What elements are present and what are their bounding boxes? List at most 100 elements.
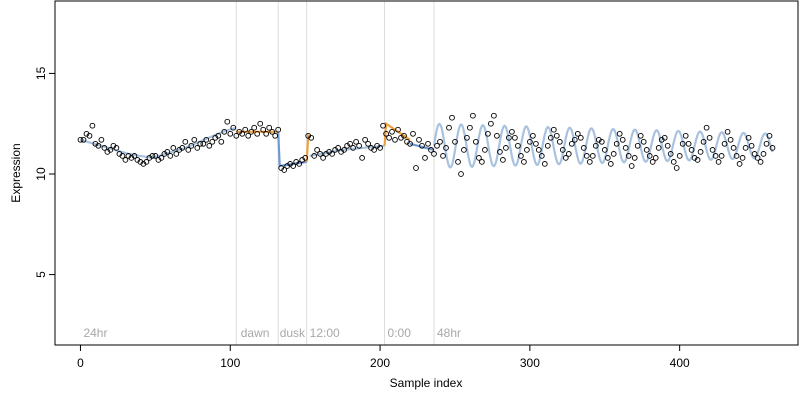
data-point: [80, 136, 87, 143]
data-point: [476, 155, 482, 161]
data-point: [754, 155, 761, 161]
data-point: [530, 132, 536, 139]
data-point: [437, 138, 443, 145]
data-point: [533, 140, 539, 147]
data-point: [383, 130, 389, 137]
annotation-label: dawn: [241, 326, 270, 340]
data-point: [673, 165, 680, 171]
annotation-label: 0:00: [388, 326, 412, 340]
data-point: [706, 134, 713, 141]
plot-frame: [54, 0, 799, 346]
data-point: [559, 147, 566, 153]
data-point: [763, 140, 770, 147]
y-axis: 5 10 15: [34, 66, 55, 278]
data-point: [230, 124, 237, 131]
data-point: [335, 145, 341, 151]
data-point: [380, 122, 386, 129]
data-point: [730, 145, 737, 151]
data-point: [703, 124, 710, 131]
data-points: [77, 112, 776, 177]
data-point: [535, 147, 542, 153]
data-point: [574, 130, 581, 137]
data-point: [565, 151, 572, 157]
data-point: [221, 128, 228, 135]
data-point: [712, 153, 719, 159]
data-point: [182, 138, 189, 145]
data-point: [506, 134, 512, 141]
x-axis: 0 100 200 300 400: [77, 345, 690, 370]
data-point: [682, 132, 689, 139]
data-point: [101, 145, 108, 151]
data-point: [269, 128, 276, 135]
data-point: [188, 142, 195, 149]
data-point: [98, 136, 105, 143]
data-point: [86, 132, 93, 139]
data-point: [257, 120, 264, 127]
vertical-event-lines: [235, 1, 435, 345]
data-point: [200, 140, 207, 147]
data-point: [458, 171, 464, 177]
data-point: [401, 132, 407, 139]
data-point: [263, 130, 270, 137]
data-point: [736, 161, 743, 167]
data-point: [748, 142, 755, 149]
data-point: [769, 145, 776, 151]
data-point: [227, 130, 234, 137]
data-point: [413, 165, 419, 171]
data-point: [628, 163, 635, 169]
fit-segment-6: [409, 142, 435, 151]
data-point: [640, 138, 647, 145]
data-point: [158, 155, 165, 161]
data-point: [524, 147, 530, 153]
data-point: [556, 138, 563, 145]
data-point: [194, 145, 201, 151]
data-point: [197, 140, 204, 147]
data-point: [670, 159, 677, 165]
y-axis-title: Expression: [9, 143, 23, 202]
data-point: [290, 163, 297, 169]
data-point: [347, 140, 353, 147]
x-tick-label: 400: [670, 356, 690, 370]
data-point: [607, 161, 614, 167]
data-point: [464, 134, 470, 141]
fit-segment-2: [277, 131, 307, 168]
data-point: [329, 151, 335, 157]
data-point: [625, 153, 632, 159]
data-point: [455, 159, 461, 165]
data-point: [652, 155, 659, 161]
x-axis-title: Sample index: [390, 376, 463, 390]
data-point: [248, 128, 255, 135]
data-point: [449, 114, 455, 121]
data-point: [760, 151, 767, 157]
data-point: [509, 128, 515, 135]
x-tick-label: 0: [77, 356, 84, 370]
data-point: [616, 130, 623, 137]
data-point: [553, 132, 560, 139]
data-point: [592, 142, 599, 149]
data-point: [131, 153, 138, 159]
data-point: [598, 138, 605, 145]
fit-periodic: [432, 122, 774, 169]
data-point: [410, 130, 416, 137]
data-point: [389, 128, 395, 135]
data-point: [497, 149, 503, 155]
data-point: [742, 145, 749, 151]
data-point: [637, 132, 644, 139]
data-point: [164, 149, 171, 155]
data-point: [700, 138, 707, 145]
data-point: [589, 153, 596, 159]
data-point: [619, 136, 626, 143]
data-point: [527, 138, 533, 145]
data-point: [664, 142, 671, 149]
data-point: [119, 153, 126, 159]
data-point: [631, 155, 638, 161]
data-point: [467, 124, 473, 131]
data-point: [320, 155, 326, 161]
data-point: [512, 134, 518, 141]
y-tick-label: 10: [34, 167, 48, 181]
data-point: [122, 157, 129, 163]
data-point: [724, 128, 731, 135]
fit-segment-0: [80, 126, 237, 160]
data-point: [95, 142, 102, 149]
data-point: [386, 134, 392, 141]
